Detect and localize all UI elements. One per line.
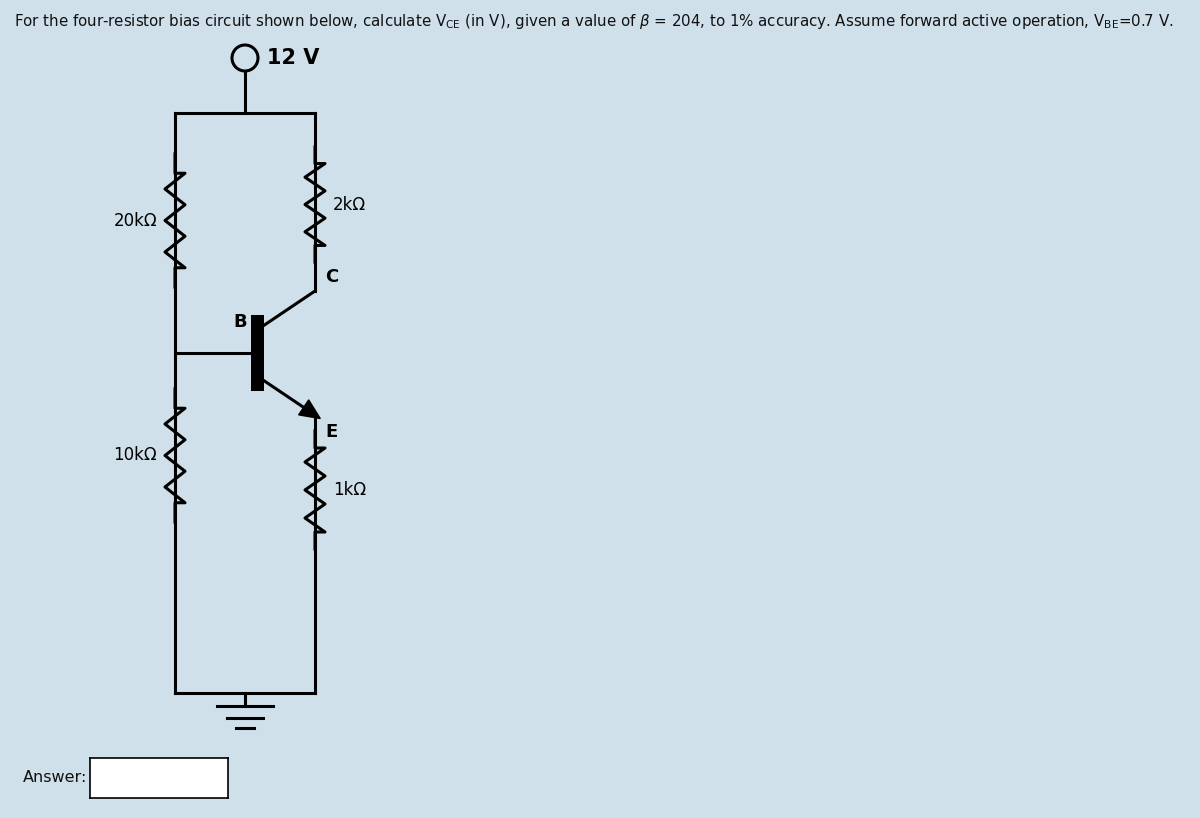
- Bar: [251, 315, 264, 391]
- Text: E: E: [325, 423, 337, 441]
- Polygon shape: [299, 400, 320, 419]
- Text: For the four-resistor bias circuit shown below, calculate V$_{\rm CE}$ (in V), g: For the four-resistor bias circuit shown…: [14, 12, 1174, 31]
- Text: 1kΩ: 1kΩ: [334, 481, 366, 499]
- Text: 2kΩ: 2kΩ: [334, 196, 366, 213]
- Text: C: C: [325, 268, 338, 286]
- Text: Answer:: Answer:: [23, 771, 88, 785]
- Text: 12 V: 12 V: [268, 48, 319, 68]
- Text: 10kΩ: 10kΩ: [113, 447, 157, 465]
- Text: B: B: [233, 313, 247, 331]
- Text: 20kΩ: 20kΩ: [113, 212, 157, 230]
